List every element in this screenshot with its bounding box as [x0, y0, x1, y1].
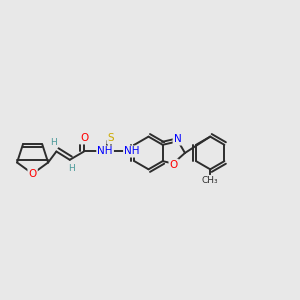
Text: O: O [169, 160, 178, 170]
Text: O: O [28, 169, 37, 179]
Text: H: H [51, 138, 57, 147]
Text: N: N [174, 134, 182, 144]
Text: O: O [80, 134, 88, 143]
Text: NH: NH [98, 146, 113, 157]
Text: H: H [68, 164, 75, 173]
Text: NH: NH [124, 146, 140, 157]
Text: S: S [107, 134, 114, 143]
Text: CH₃: CH₃ [202, 176, 218, 185]
